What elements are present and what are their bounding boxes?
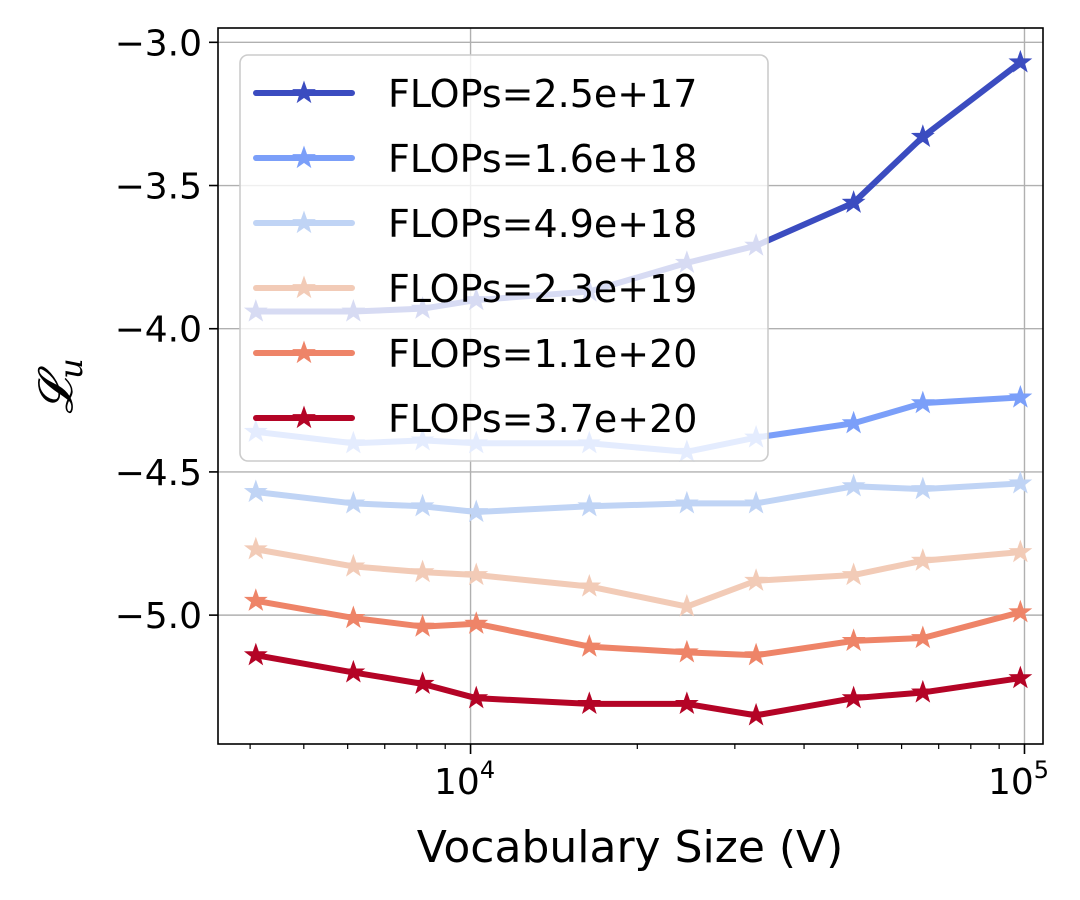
data-point bbox=[577, 493, 602, 517]
x-tick-label-base: 10 bbox=[988, 762, 1034, 803]
legend-box bbox=[239, 54, 769, 462]
data-point bbox=[577, 691, 602, 715]
legend-label: FLOPs=1.6e+18 bbox=[388, 137, 697, 181]
data-point bbox=[410, 671, 435, 694]
x-tick-label-exponent: 4 bbox=[480, 756, 495, 784]
y-tick-label: −5.0 bbox=[115, 596, 202, 637]
y-axis-label: 𝓛u bbox=[28, 358, 90, 414]
data-point bbox=[577, 573, 602, 597]
y-tick-label: −4.0 bbox=[115, 310, 202, 351]
data-point bbox=[744, 642, 768, 666]
legend-swatch-marker bbox=[292, 275, 316, 299]
x-tick-label: 104 bbox=[434, 756, 495, 803]
data-point bbox=[1008, 665, 1033, 689]
legend-item: FLOPs=3.7e+20 bbox=[253, 397, 697, 441]
data-point bbox=[744, 702, 768, 726]
legend-label: FLOPs=3.7e+20 bbox=[388, 397, 697, 441]
data-point bbox=[464, 562, 489, 586]
legend-item: FLOPs=2.5e+17 bbox=[253, 72, 697, 116]
data-point bbox=[1008, 384, 1033, 408]
x-axis-ticks: 104 105 bbox=[434, 744, 1049, 803]
data-point bbox=[841, 562, 866, 586]
data-point bbox=[674, 490, 699, 514]
data-point bbox=[744, 568, 768, 591]
legend-label: FLOPs=1.1e+20 bbox=[388, 332, 697, 376]
data-point bbox=[841, 473, 866, 497]
data-point bbox=[910, 390, 935, 414]
data-point bbox=[464, 611, 489, 634]
series-line bbox=[252, 652, 1024, 719]
series-line bbox=[252, 597, 1024, 659]
data-point bbox=[464, 685, 489, 709]
series-5 bbox=[243, 588, 1033, 666]
series-3 bbox=[243, 470, 1033, 523]
data-point bbox=[744, 490, 768, 514]
data-point bbox=[341, 605, 366, 629]
data-point bbox=[1008, 599, 1033, 623]
legend-swatch-marker bbox=[292, 210, 316, 234]
data-point bbox=[841, 628, 866, 652]
data-point bbox=[674, 639, 699, 663]
legend: FLOPs=2.5e+17 FLOPs=1.6e+18 FLOPs=4.9e+18 F… bbox=[239, 54, 769, 462]
legend-label: FLOPs=2.3e+19 bbox=[388, 267, 697, 311]
x-tick-label-base: 10 bbox=[434, 762, 480, 803]
series-line bbox=[252, 546, 1024, 610]
legend-swatch-marker bbox=[292, 145, 316, 169]
y-tick-label: −3.0 bbox=[115, 23, 202, 64]
x-minor-ticks bbox=[249, 744, 1000, 749]
legend-label: FLOPs=2.5e+17 bbox=[388, 72, 697, 116]
y-axis-label-sub: u bbox=[52, 358, 90, 379]
data-point bbox=[674, 594, 699, 617]
data-point bbox=[341, 490, 366, 514]
series-6 bbox=[243, 642, 1033, 726]
data-point bbox=[410, 614, 435, 637]
x-axis-label: Vocabulary Size (V) bbox=[417, 822, 844, 873]
data-point bbox=[841, 685, 866, 709]
data-point bbox=[910, 679, 935, 703]
y-tick-label: −4.5 bbox=[115, 453, 202, 494]
data-point bbox=[841, 410, 866, 434]
data-point bbox=[243, 642, 268, 666]
legend-item: FLOPs=2.3e+19 bbox=[253, 267, 697, 311]
plot-frame bbox=[217, 27, 1044, 745]
data-point bbox=[410, 559, 435, 583]
data-point bbox=[1008, 539, 1033, 563]
data-point bbox=[410, 493, 435, 517]
data-point bbox=[910, 548, 935, 571]
legend-item: FLOPs=1.1e+20 bbox=[253, 332, 697, 376]
series-4 bbox=[243, 536, 1033, 617]
data-point bbox=[910, 625, 935, 649]
x-tick-label-exponent: 5 bbox=[1034, 756, 1049, 784]
x-tick-label: 105 bbox=[988, 756, 1049, 803]
data-point bbox=[341, 553, 366, 577]
legend-item: FLOPs=1.6e+18 bbox=[253, 137, 697, 181]
data-point bbox=[341, 659, 366, 683]
data-point bbox=[910, 124, 935, 147]
data-point bbox=[577, 634, 602, 657]
y-axis-ticks: −3.0 −3.5 −4.0 −4.5 −5.0 bbox=[115, 23, 218, 637]
data-point bbox=[1008, 470, 1033, 494]
legend-swatch-marker bbox=[292, 80, 316, 104]
data-point bbox=[674, 691, 699, 715]
legend-swatch-marker bbox=[292, 340, 316, 364]
legend-item: FLOPs=4.9e+18 bbox=[253, 202, 697, 246]
data-point bbox=[243, 536, 268, 560]
series-line bbox=[252, 480, 1024, 516]
data-point bbox=[910, 476, 935, 500]
y-tick-label: −3.5 bbox=[115, 167, 202, 208]
data-point bbox=[464, 499, 489, 523]
data-point bbox=[243, 588, 268, 611]
data-point bbox=[243, 479, 268, 503]
legend-swatch-marker bbox=[292, 405, 316, 429]
data-point bbox=[841, 190, 866, 213]
legend-label: FLOPs=4.9e+18 bbox=[388, 202, 697, 246]
data-point bbox=[1008, 49, 1033, 73]
